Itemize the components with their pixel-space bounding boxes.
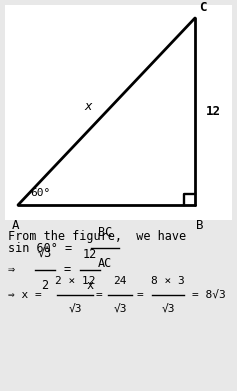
Text: x: x: [85, 100, 92, 113]
Text: ⇒ x =: ⇒ x =: [8, 290, 42, 300]
Text: AC: AC: [98, 257, 112, 270]
Text: 12: 12: [83, 248, 97, 261]
Text: √3: √3: [68, 304, 82, 314]
Text: 60°: 60°: [30, 188, 50, 198]
Text: = 8√3: = 8√3: [192, 290, 226, 300]
Text: BC: BC: [98, 226, 112, 239]
Text: 12: 12: [205, 105, 220, 118]
Text: ⇒: ⇒: [8, 264, 15, 276]
Text: x: x: [87, 279, 94, 292]
Text: A: A: [12, 219, 20, 232]
Bar: [5, 5, 232, 220]
Text: =: =: [64, 264, 71, 276]
Text: 2: 2: [41, 279, 49, 292]
Text: B: B: [196, 219, 204, 232]
Text: √3: √3: [38, 248, 52, 261]
Text: =: =: [137, 290, 143, 300]
Text: 24: 24: [113, 276, 127, 286]
Text: =: =: [96, 290, 102, 300]
Text: 2 × 12: 2 × 12: [55, 276, 95, 286]
Text: 8 × 3: 8 × 3: [151, 276, 185, 286]
Text: √3: √3: [161, 304, 175, 314]
Text: From the figure,  we have: From the figure, we have: [8, 230, 186, 243]
Text: sin 60° =: sin 60° =: [8, 242, 72, 255]
Text: √3: √3: [113, 304, 127, 314]
Text: C: C: [199, 1, 207, 14]
